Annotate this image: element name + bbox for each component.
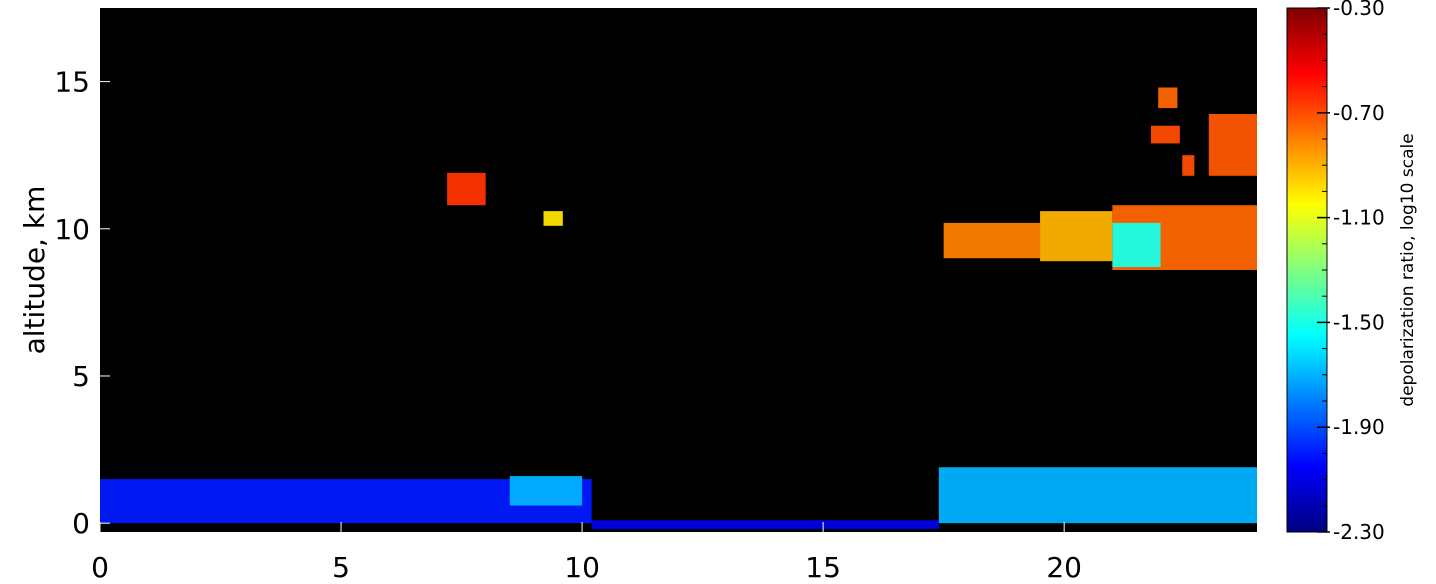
feature-cloud-edge-low-depol [1112, 222, 1161, 268]
x-axis: 0 5 10 15 20 [91, 522, 1082, 584]
colorbar-label: depolarization ratio, log10 scale [1398, 133, 1418, 406]
feature-high-cirrus-22-22-3 [1158, 87, 1178, 109]
x-tick-label: 0 [91, 551, 109, 584]
y-tick-label: 15 [54, 66, 90, 99]
y-tick-label: 5 [72, 360, 90, 393]
data-features [100, 87, 1257, 530]
x-tick-label: 10 [564, 551, 600, 584]
colorbar-tick-label: -1.50 [1333, 310, 1385, 334]
feature-high-cirrus-22-5-22-7 [1182, 155, 1195, 176]
y-tick-label: 10 [54, 213, 90, 246]
x-tick-label: 15 [805, 551, 841, 584]
colorbar-tick-label: -1.90 [1333, 415, 1385, 439]
feature-high-cirrus-23-24 [1208, 113, 1257, 176]
feature-cirrus-9-2-9-6 [543, 211, 563, 226]
feature-high-cirrus-21-8-22-4 [1150, 125, 1180, 144]
colorbar-tick-label: -2.30 [1333, 520, 1385, 544]
colorbar-tick-label: -1.10 [1333, 206, 1385, 230]
colorbar [1286, 7, 1328, 533]
colorbar-ticks: -0.30 -0.70 -1.10 -1.50 -1.90 -2.30 [1317, 0, 1385, 544]
feature-aerosol-lump-8-5-10-h [509, 476, 583, 506]
feature-cloud-fragments-19-5-21 [1040, 211, 1113, 262]
feature-cloud-band-17-5-19-5 [943, 222, 1041, 259]
plot-background [100, 8, 1257, 532]
y-tick-label: 0 [72, 507, 90, 540]
y-axis-label: altitude, km [18, 186, 51, 355]
feature-cirrus-7-2-8 [447, 172, 486, 206]
y-axis: 0 5 10 15 [54, 66, 110, 540]
feature-surface-layer-10-17-4-h [591, 520, 939, 530]
colorbar-tick-label: -0.70 [1333, 101, 1385, 125]
feature-boundary-layer-0-10-h [100, 479, 592, 524]
feature-boundary-layer-17-4-24-h [938, 467, 1257, 524]
colorbar-tick-label: -0.30 [1333, 0, 1385, 20]
x-tick-label: 5 [332, 551, 350, 584]
x-tick-label: 20 [1046, 551, 1082, 584]
